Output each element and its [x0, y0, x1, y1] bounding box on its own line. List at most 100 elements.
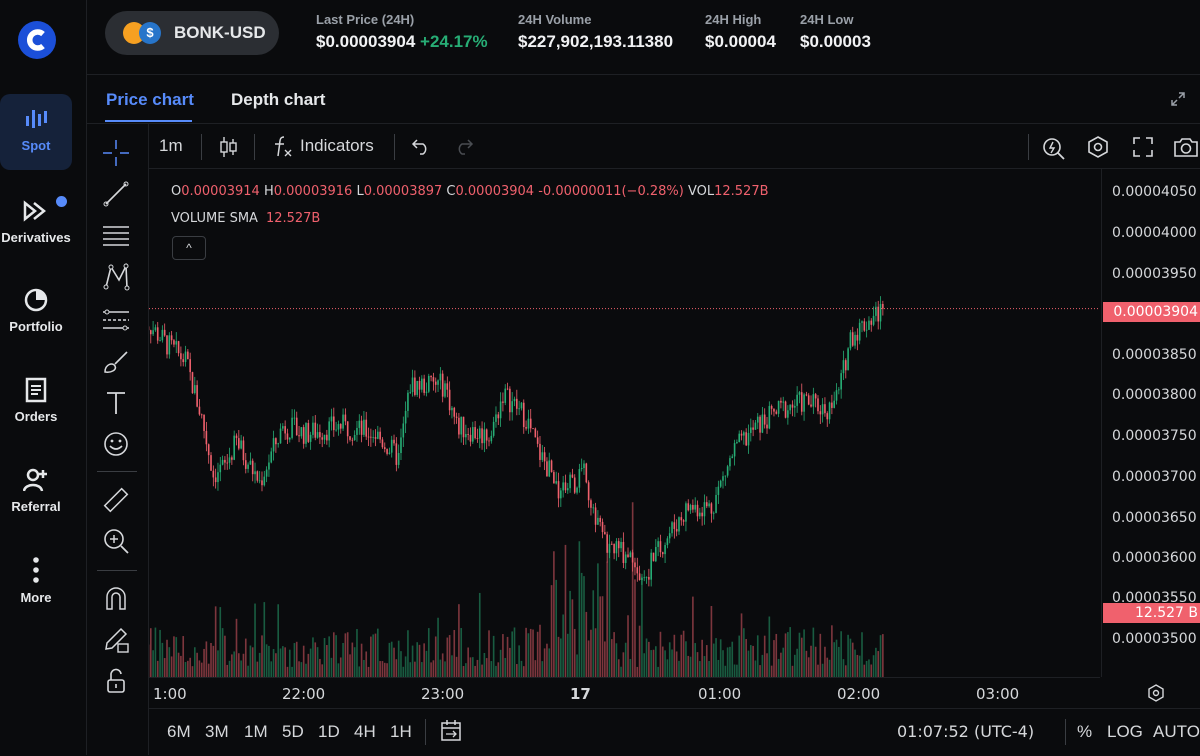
candle-body	[178, 341, 180, 353]
sidebar-item-more[interactable]: More	[0, 556, 72, 605]
candle-body	[419, 381, 421, 390]
trend-line-icon[interactable]	[101, 179, 131, 209]
volume-bar	[305, 664, 307, 677]
candle-body	[836, 390, 838, 401]
volume-bar	[539, 625, 541, 677]
axis-settings-icon[interactable]	[1147, 684, 1165, 702]
quick-search-icon[interactable]	[1042, 134, 1066, 160]
volume-bar	[877, 651, 879, 677]
volume-bar	[553, 551, 555, 677]
candle-body	[551, 460, 553, 472]
candle-body	[588, 482, 590, 500]
volume-bar	[231, 654, 233, 677]
sidebar-item-spot[interactable]: Spot	[0, 94, 72, 170]
expand-icon[interactable]	[1170, 91, 1186, 107]
candle-body	[530, 419, 532, 429]
volume-bar	[287, 667, 289, 677]
unlock-icon[interactable]	[101, 666, 131, 696]
candle-body	[553, 472, 555, 483]
candle-body	[358, 421, 360, 428]
candle-body	[507, 389, 509, 390]
magnet-icon[interactable]	[101, 583, 131, 613]
candle-body	[806, 394, 808, 395]
time-axis[interactable]: 1:00 22:00 23:00 17 01:00 02:00 03:00	[149, 677, 1100, 708]
range-5d[interactable]: 5D	[282, 722, 304, 742]
range-1h[interactable]: 1H	[390, 722, 412, 742]
tab-price-chart[interactable]: Price chart	[106, 90, 194, 110]
candlestick-type-icon[interactable]	[219, 136, 239, 158]
text-tool-icon[interactable]	[101, 388, 131, 418]
crosshair-icon[interactable]	[101, 138, 131, 168]
candle-body	[727, 466, 729, 475]
sidebar-item-orders[interactable]: Orders	[0, 377, 72, 424]
redo-icon[interactable]	[454, 138, 474, 156]
candle-body	[284, 426, 286, 433]
camera-icon[interactable]	[1173, 136, 1199, 158]
candle-body	[592, 507, 594, 508]
sidebar-item-derivatives[interactable]: Derivatives	[0, 198, 72, 245]
sidebar-item-referral[interactable]: Referral	[0, 467, 72, 514]
volume-bar	[338, 663, 340, 677]
candle-body	[868, 321, 870, 330]
lock-drawing-icon[interactable]	[101, 624, 131, 654]
fullscreen-icon[interactable]	[1132, 136, 1154, 158]
candle-body	[335, 430, 337, 431]
zoom-in-icon[interactable]	[101, 526, 131, 556]
candle-body	[799, 392, 801, 395]
candle-body	[625, 554, 627, 563]
tab-depth-chart[interactable]: Depth chart	[231, 90, 325, 110]
sidebar-item-label: Portfolio	[0, 319, 72, 334]
indicators-button[interactable]: Indicators	[300, 136, 374, 156]
range-1d[interactable]: 1D	[318, 722, 340, 742]
candle-body	[643, 577, 645, 578]
pattern-icon[interactable]	[101, 262, 131, 292]
percent-scale-toggle[interactable]: %	[1077, 722, 1092, 742]
price-axis[interactable]: 0.00004050 0.00004000 0.00003950 0.00003…	[1101, 169, 1200, 677]
candle-body	[451, 408, 453, 410]
candle-body	[266, 470, 268, 477]
time-tick: 03:00	[976, 685, 1019, 703]
interval-selector[interactable]: 1m	[159, 136, 183, 156]
emoji-icon[interactable]	[101, 429, 131, 459]
range-1m[interactable]: 1M	[244, 722, 268, 742]
date-range-calendar-icon[interactable]	[440, 719, 462, 743]
log-scale-toggle[interactable]: LOG	[1107, 722, 1143, 742]
range-6m[interactable]: 6M	[167, 722, 191, 742]
volume-bar	[671, 649, 673, 677]
candle-body	[152, 330, 154, 334]
active-tab-indicator	[105, 120, 192, 122]
volume-bar	[599, 596, 601, 677]
orders-document-icon	[23, 377, 49, 403]
prediction-icon[interactable]	[101, 304, 131, 334]
candle-body	[606, 534, 608, 553]
volume-value: 12.527B	[714, 184, 768, 199]
horizontal-lines-icon[interactable]	[101, 220, 131, 250]
price-chart-canvas[interactable]	[149, 169, 1100, 677]
volume-key: VOL	[688, 184, 714, 199]
volume-bar	[833, 642, 835, 677]
pair-selector-button[interactable]: $ BONK-USD	[105, 11, 279, 55]
range-3m[interactable]: 3M	[205, 722, 229, 742]
collapse-legend-button[interactable]: ^	[172, 236, 206, 260]
volume-bar	[618, 659, 620, 677]
ruler-icon[interactable]	[101, 485, 131, 515]
candle-body	[755, 423, 757, 430]
volume-bar	[864, 665, 866, 677]
candle-body	[259, 480, 261, 481]
sidebar-item-label: Referral	[0, 499, 72, 514]
candle-body	[514, 399, 516, 401]
candle-body	[458, 418, 460, 435]
settings-hex-icon[interactable]	[1086, 135, 1110, 159]
coinbase-logo-icon[interactable]	[17, 20, 57, 60]
candle-body	[699, 513, 701, 517]
utc-clock[interactable]: 01:07:52 (UTC-4)	[897, 722, 1034, 741]
candle-body	[270, 451, 272, 462]
range-4h[interactable]: 4H	[354, 722, 376, 742]
volume-bar	[303, 646, 305, 677]
candle-body	[808, 395, 810, 404]
undo-icon[interactable]	[411, 138, 431, 156]
sidebar-item-portfolio[interactable]: Portfolio	[0, 287, 72, 334]
auto-scale-toggle[interactable]: AUTO	[1153, 722, 1200, 742]
function-icon[interactable]	[272, 135, 294, 159]
brush-icon[interactable]	[101, 346, 131, 376]
